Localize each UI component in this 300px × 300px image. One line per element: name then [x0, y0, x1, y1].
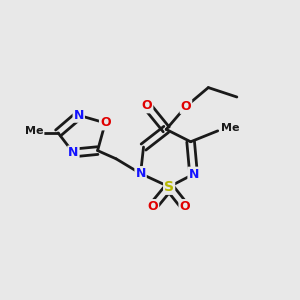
Text: Me: Me: [25, 126, 44, 136]
Text: O: O: [142, 99, 152, 112]
Text: S: S: [164, 180, 174, 194]
Text: O: O: [100, 116, 111, 129]
Text: N: N: [135, 167, 146, 180]
Text: N: N: [188, 168, 199, 181]
Text: O: O: [179, 200, 190, 213]
Text: N: N: [74, 109, 84, 122]
Text: O: O: [181, 100, 191, 113]
Text: O: O: [148, 200, 158, 213]
Text: N: N: [68, 146, 79, 159]
Text: Me: Me: [221, 123, 239, 133]
